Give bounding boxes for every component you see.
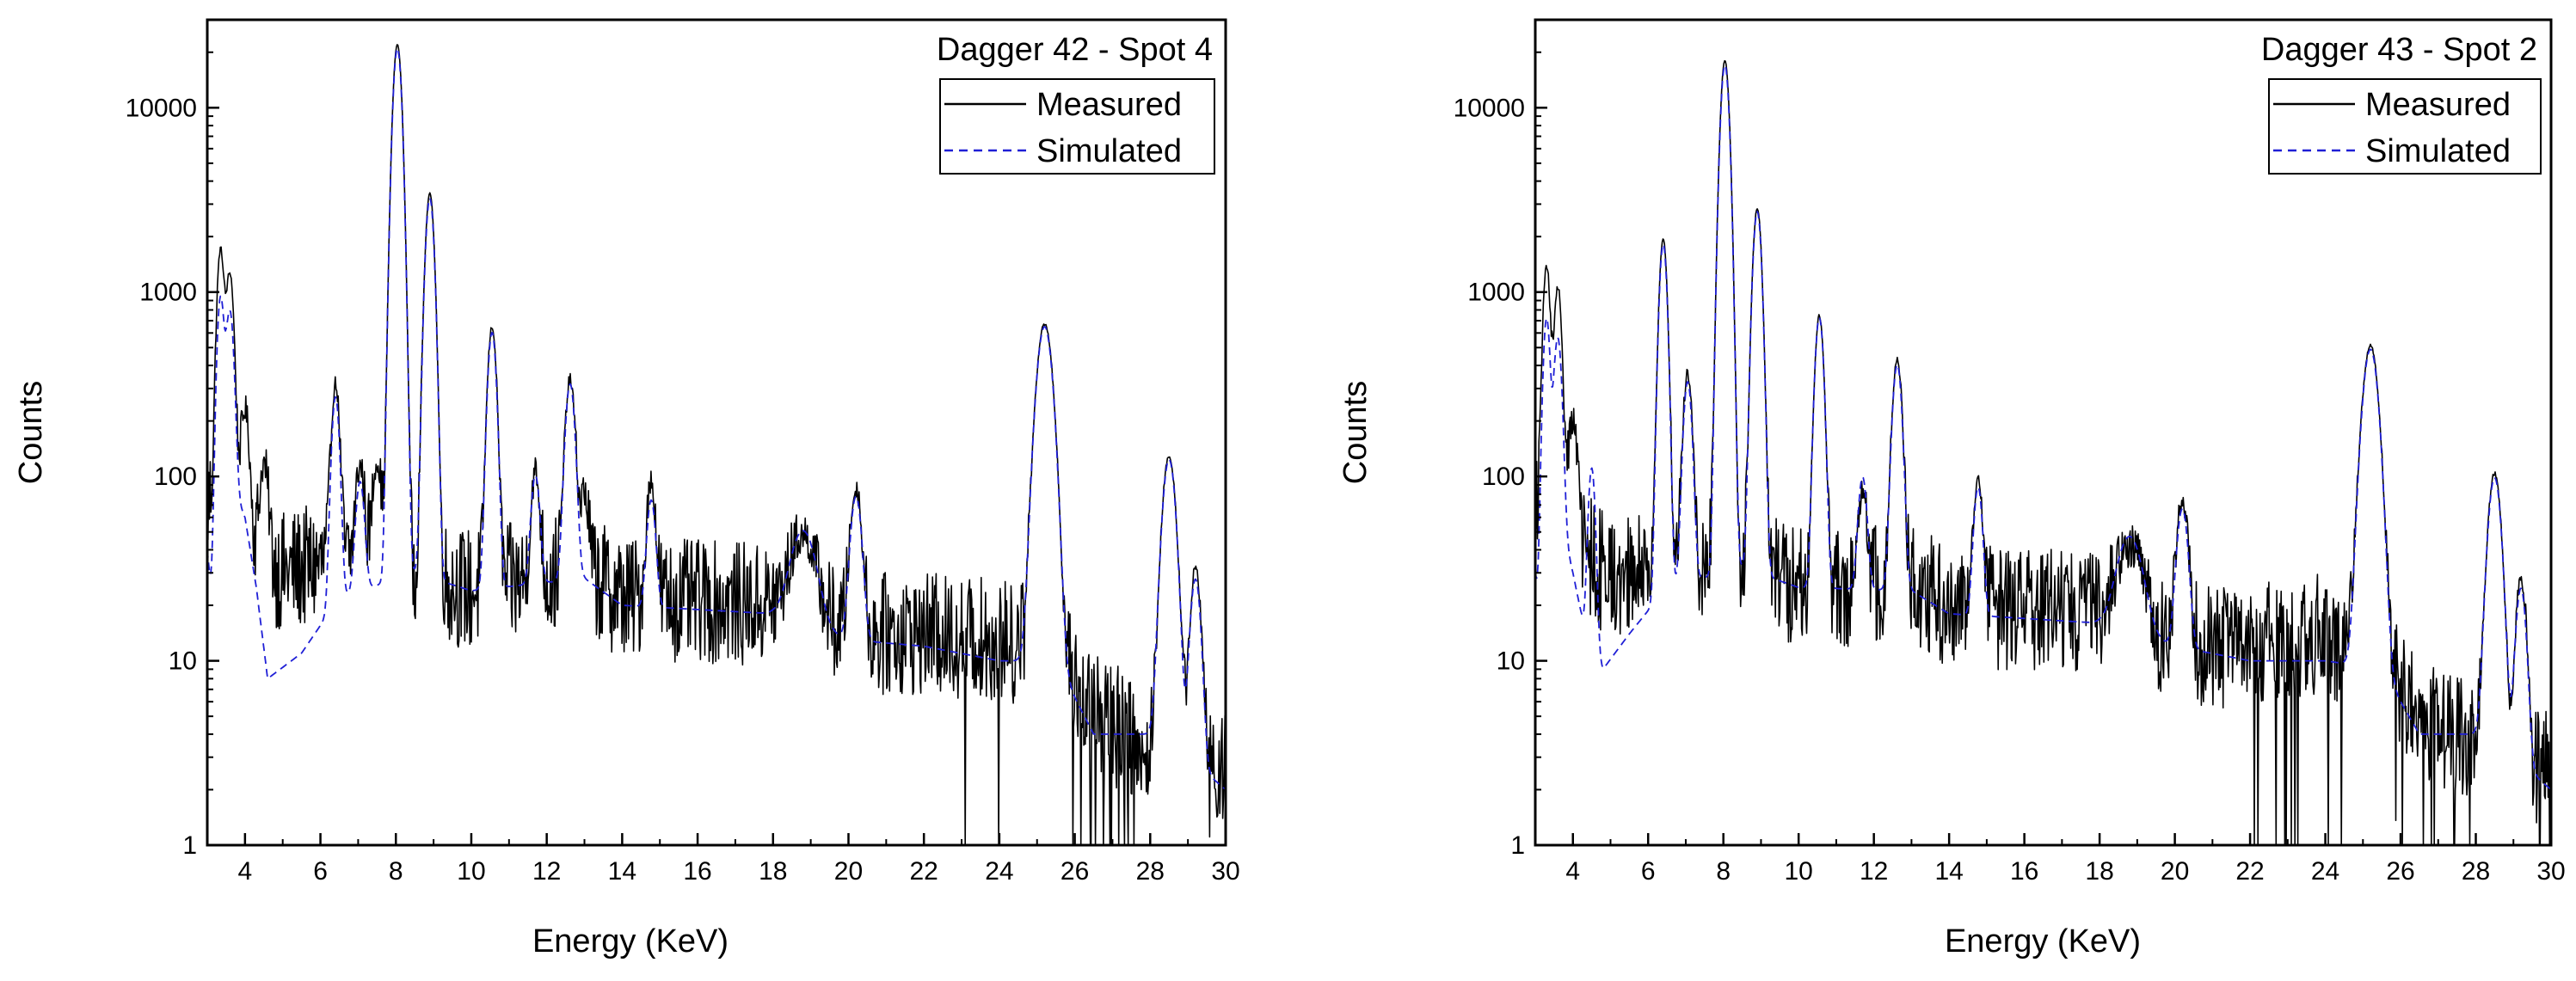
legend: Measured Simulated <box>939 78 1215 175</box>
series-line-measured <box>1535 59 2551 845</box>
chart-title: Dagger 42 - Spot 4 <box>937 32 1213 68</box>
legend-label-simulated: Simulated <box>1036 133 1182 169</box>
legend-label-measured: Measured <box>1036 87 1182 123</box>
x-tick-label: 8 <box>389 857 403 886</box>
x-tick-label: 8 <box>1716 857 1731 886</box>
legend-label-measured: Measured <box>2365 87 2511 123</box>
x-tick-label: 14 <box>608 857 636 886</box>
x-tick-label: 14 <box>1934 857 1963 886</box>
y-tick-label: 1000 <box>139 279 197 307</box>
x-tick-label: 22 <box>909 857 938 886</box>
series-line-simulated <box>1535 64 2551 791</box>
x-tick-label: 10 <box>457 857 485 886</box>
x-axis-label: Energy (KeV) <box>1945 923 2141 960</box>
chart-title: Dagger 43 - Spot 2 <box>2261 32 2537 68</box>
x-tick-label: 28 <box>2462 857 2490 886</box>
x-axis-ticks: 4 6 8 10 12 14 16 18 20 22 24 26 28 30 <box>1534 833 2566 886</box>
legend: Measured Simulated <box>2268 78 2542 175</box>
y-tick-label: 1 <box>1510 831 1525 860</box>
y-tick-label: 10000 <box>1454 94 1525 122</box>
x-tick-label: 12 <box>532 857 561 886</box>
x-tick-label: 4 <box>238 857 253 886</box>
legend-box <box>939 78 1215 175</box>
x-tick-label: 24 <box>2311 857 2339 886</box>
chart-panel-dagger-42: 4 6 8 10 12 14 16 18 20 22 24 26 28 30 1 10 100 1000 1000… <box>13 18 1240 960</box>
x-tick-label: 28 <box>1136 857 1165 886</box>
x-tick-label: 16 <box>683 857 711 886</box>
y-tick-label: 10 <box>169 647 197 676</box>
x-axis-label: Energy (KeV) <box>532 923 729 960</box>
x-tick-label: 6 <box>1641 857 1656 886</box>
y-axis-label: Counts <box>13 381 49 484</box>
x-tick-label: 24 <box>985 857 1013 886</box>
x-tick-label: 20 <box>2161 857 2189 886</box>
y-tick-label: 1000 <box>1467 279 1525 307</box>
x-tick-label: 4 <box>1565 857 1580 886</box>
x-tick-label: 30 <box>1211 857 1239 886</box>
y-axis-ticks: 1 10 100 1000 10000 <box>1454 19 1547 860</box>
y-tick-label: 10000 <box>126 94 197 122</box>
legend-label-simulated: Simulated <box>2365 133 2511 169</box>
x-tick-label: 18 <box>759 857 787 886</box>
y-axis-label: Counts <box>1337 381 1374 484</box>
x-tick-label: 18 <box>2085 857 2113 886</box>
x-tick-label: 30 <box>2536 857 2565 886</box>
x-tick-label: 12 <box>1860 857 1888 886</box>
y-axis-ticks: 1 10 100 1000 10000 <box>126 19 219 860</box>
plot-frame <box>206 18 1227 847</box>
x-tick-label: 26 <box>2386 857 2414 886</box>
plot-frame <box>1534 18 2553 847</box>
x-axis-ticks: 4 6 8 10 12 14 16 18 20 22 24 26 28 30 <box>206 833 1240 886</box>
x-tick-label: 20 <box>834 857 863 886</box>
x-tick-label: 22 <box>2235 857 2264 886</box>
y-tick-label: 1 <box>182 831 197 860</box>
chart-panel-dagger-43: 4 6 8 10 12 14 16 18 20 22 24 26 28 30 1 10 100 1000 1000… <box>1337 18 2566 960</box>
x-tick-label: 16 <box>2010 857 2038 886</box>
legend-box <box>2268 78 2542 175</box>
x-tick-label: 10 <box>1784 857 1812 886</box>
x-tick-label: 6 <box>313 857 328 886</box>
y-tick-label: 100 <box>154 463 197 491</box>
plot-data-area <box>207 44 1226 845</box>
y-tick-label: 10 <box>1497 647 1525 676</box>
x-tick-label: 26 <box>1061 857 1089 886</box>
plot-data-area <box>1535 59 2551 845</box>
y-tick-label: 100 <box>1482 463 1525 491</box>
